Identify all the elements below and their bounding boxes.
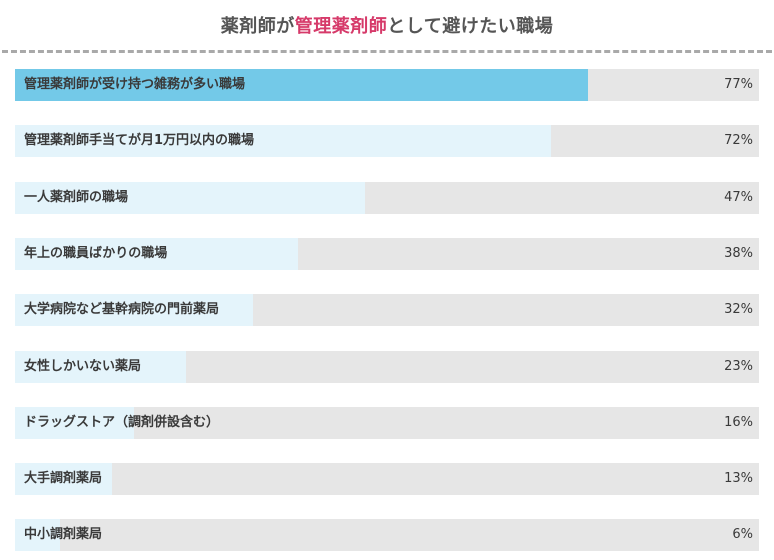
title-pre: 薬剤師が — [220, 16, 295, 37]
bar-row: 中小調剤薬局 6% — [15, 519, 759, 551]
bar — [15, 238, 298, 270]
bar-value-label: 47% — [724, 190, 753, 205]
bar-row: 年上の職員ばかりの職場 38% — [15, 238, 759, 270]
dashed-divider — [2, 50, 772, 53]
bar-row: 管理薬剤師が受け持つ雑務が多い職場 77% — [15, 69, 759, 101]
bar-row: 大手調剤薬局 13% — [15, 463, 759, 495]
bar-label: 女性しかいない薬局 — [24, 359, 142, 374]
bar — [15, 294, 254, 326]
bar-value-label: 6% — [732, 527, 753, 542]
bar-value-label: 32% — [724, 302, 753, 317]
bar-row: ドラッグストア（調剤併設含む） 16% — [15, 407, 759, 439]
bar — [15, 463, 112, 495]
bar-row: 一人薬剤師の職場 47% — [15, 182, 759, 214]
bar — [15, 69, 588, 101]
bar-row: 大学病院など基幹病院の門前薬局 32% — [15, 294, 759, 326]
bar-label: 管理薬剤師手当てが月1万円以内の職場 — [24, 133, 255, 148]
bar-row: 管理薬剤師手当てが月1万円以内の職場 72% — [15, 125, 759, 157]
bar-label: ドラッグストア（調剤併設含む） — [24, 415, 220, 430]
bar-row: 女性しかいない薬局 23% — [15, 351, 759, 383]
bar-value-label: 13% — [724, 471, 753, 486]
bar — [15, 125, 551, 157]
bar — [15, 182, 365, 214]
bar-value-label: 23% — [724, 359, 753, 374]
bar — [15, 351, 187, 383]
bar-label: 大手調剤薬局 — [24, 471, 103, 486]
bar-label: 中小調剤薬局 — [24, 527, 103, 542]
bar-label: 一人薬剤師の職場 — [24, 190, 129, 205]
bar-value-label: 72% — [724, 133, 753, 148]
bar-label: 年上の職員ばかりの職場 — [24, 246, 168, 261]
bar-value-label: 77% — [724, 77, 753, 92]
bar-label: 管理薬剤師が受け持つ雑務が多い職場 — [24, 77, 246, 92]
bar — [15, 519, 60, 551]
bar-value-label: 16% — [724, 415, 753, 430]
bar — [15, 407, 135, 439]
title-post: として避けたい職場 — [387, 16, 554, 37]
bar-label: 大学病院など基幹病院の門前薬局 — [24, 302, 220, 317]
title-highlight: 管理薬剤師 — [294, 16, 388, 37]
bar-value-label: 38% — [724, 246, 753, 261]
chart-title: 薬剤師が管理薬剤師として避けたい職場 — [0, 12, 774, 38]
